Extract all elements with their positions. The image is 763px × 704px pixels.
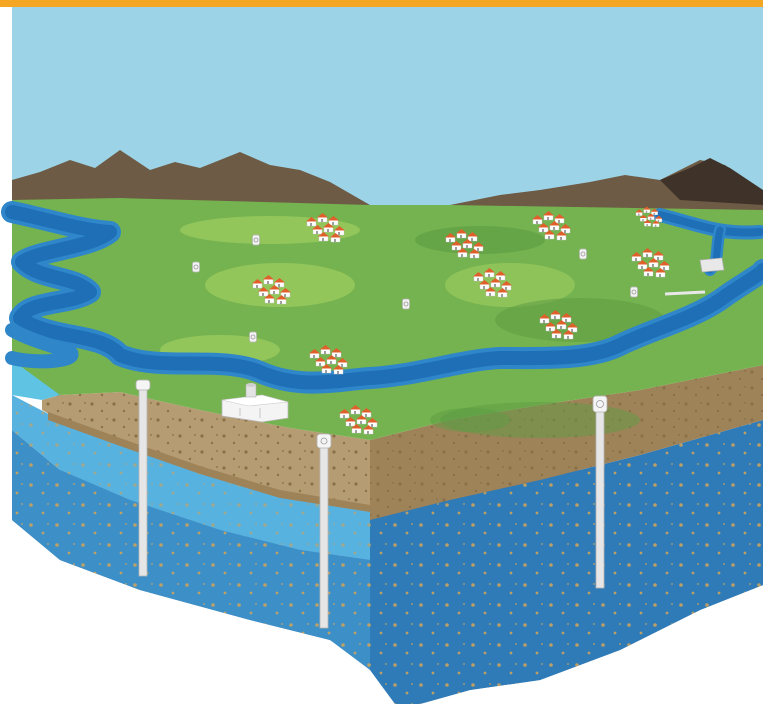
- building-icon: [221, 383, 289, 423]
- mountain-icon: [12, 150, 763, 215]
- soil-layer-right: [370, 365, 763, 520]
- monitoring-well-1: [135, 379, 151, 577]
- aquifer-mid: [12, 430, 370, 670]
- monitoring-well-2: [316, 433, 332, 629]
- monitoring-well-3: [592, 395, 608, 589]
- soil-layer-left: [42, 392, 370, 512]
- river-icon: [1, 201, 763, 394]
- top-bar: [0, 0, 763, 7]
- dam-icon: [664, 257, 725, 296]
- aquifer-right: [370, 420, 763, 704]
